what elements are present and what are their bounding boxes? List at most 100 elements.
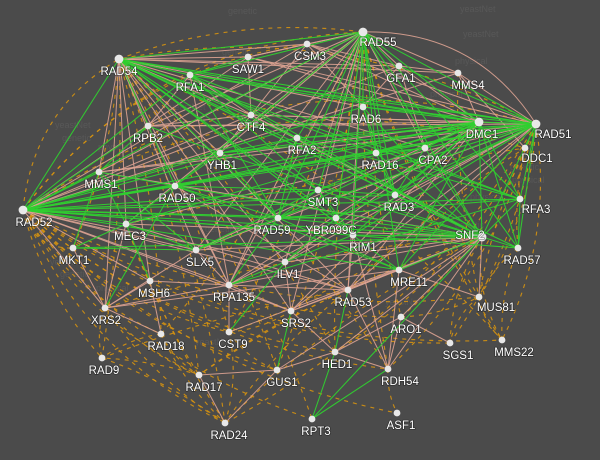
graph-node-label-rad54: RAD54 [100, 66, 138, 78]
graph-edge-orange [501, 123, 542, 341]
graph-edge-salmon [362, 31, 426, 149]
graph-node-rad55[interactable] [358, 27, 368, 37]
graph-node-ilv1[interactable] [281, 258, 289, 266]
graph-edge-salmon [387, 236, 483, 370]
graph-node-rim1[interactable] [349, 231, 357, 239]
graph-node-aro1[interactable] [397, 313, 405, 321]
graph-node-xrs2[interactable] [101, 304, 109, 312]
graph-node-label-hed1: HED1 [322, 359, 353, 371]
graph-edge-salmon [104, 284, 230, 309]
graph-edge-green [118, 58, 354, 236]
graph-edge-orange [449, 123, 537, 344]
graph-node-asf1[interactable] [393, 409, 401, 417]
graph-node-rad53[interactable] [344, 286, 352, 294]
graph-node-rad51[interactable] [531, 119, 541, 129]
graph-node-label-rad16: RAD16 [361, 160, 398, 172]
graph-node-rad16[interactable] [372, 149, 380, 157]
graph-edge-green [118, 58, 537, 125]
graph-node-label-rad17: RAD17 [185, 382, 222, 394]
graph-node-label-rdh54: RDH54 [381, 376, 419, 388]
graph-node-snf2[interactable] [477, 232, 487, 242]
graph-node-rdh54[interactable] [384, 365, 392, 373]
graph-node-ybr099c[interactable] [332, 214, 340, 222]
graph-edge-salmon [352, 234, 389, 370]
graph-node-rfa3[interactable] [516, 195, 524, 203]
graph-edge-salmon [118, 58, 230, 286]
graph-edge-orange [98, 307, 106, 359]
graph-node-csm3[interactable] [303, 40, 311, 48]
graph-edge-green [517, 123, 537, 249]
graph-node-smt3[interactable] [314, 186, 322, 194]
graph-node-ddc1[interactable] [521, 144, 529, 152]
graph-node-hed1[interactable] [331, 348, 339, 356]
graph-node-mec3[interactable] [122, 220, 130, 228]
graph-node-saw1[interactable] [244, 53, 252, 61]
graph-edge-green [72, 223, 127, 249]
graph-node-rad24[interactable] [221, 419, 229, 427]
graph-edge-salmon [334, 236, 483, 353]
graph-node-srs2[interactable] [287, 307, 295, 315]
graph-node-ctf4[interactable] [247, 111, 255, 119]
graph-edge-green [118, 58, 279, 219]
graph-node-mkt1[interactable] [69, 244, 77, 252]
graph-edge-salmon [147, 31, 364, 127]
graph-node-msh6[interactable] [146, 277, 154, 285]
graph-edge-orange [104, 307, 226, 424]
graph-node-rfa1[interactable] [186, 71, 194, 79]
graph-node-label-rad57: RAD57 [503, 255, 540, 267]
graph-node-rpa135[interactable] [225, 281, 233, 289]
graph-node-cpa2[interactable] [421, 144, 429, 152]
graph-edge-green [219, 152, 279, 219]
node-layer[interactable] [18, 27, 541, 427]
graph-node-rad17[interactable] [195, 371, 203, 379]
graph-edge-salmon [478, 236, 483, 298]
graph-node-cst9[interactable] [225, 328, 233, 336]
graph-node-label-rad50: RAD50 [158, 193, 195, 205]
graph-node-rad59[interactable] [274, 214, 282, 222]
graph-node-rad9[interactable] [98, 354, 106, 362]
graph-edge-green [335, 217, 483, 238]
graph-edge-salmon [118, 43, 308, 60]
graph-edge-salmon [284, 236, 483, 263]
graph-node-yhb1[interactable] [216, 149, 224, 157]
graph-edge-salmon [195, 236, 483, 251]
graph-edge-salmon [22, 209, 106, 309]
graph-edge-green [352, 121, 480, 236]
graph-edge-green [98, 171, 127, 225]
graph-edge-green [118, 58, 337, 219]
graph-edge-green [118, 58, 396, 196]
graph-node-label-msh6: MSH6 [138, 288, 170, 300]
graph-node-label-mkt1: MKT1 [59, 255, 90, 267]
graph-node-slx5[interactable] [192, 246, 200, 254]
graph-node-rpb2[interactable] [144, 122, 152, 130]
graph-edge-green [296, 31, 364, 139]
graph-node-mus81[interactable] [475, 293, 483, 301]
graph-node-mms4[interactable] [454, 69, 462, 77]
graph-edge-orange [449, 236, 483, 344]
graph-node-mms1[interactable] [95, 168, 103, 176]
graph-node-gus1[interactable] [273, 366, 281, 374]
graph-node-rfa2[interactable] [293, 134, 301, 142]
graph-edge-green [118, 58, 298, 139]
graph-node-gfa1[interactable] [395, 62, 403, 70]
graph-node-mre11[interactable] [395, 266, 403, 274]
graph-node-rad52[interactable] [18, 205, 28, 215]
graph-node-mms22[interactable] [498, 336, 506, 344]
graph-node-dmc1[interactable] [474, 117, 484, 127]
graph-node-rpt3[interactable] [308, 415, 316, 423]
watermark-text: yeastNet [50, 257, 86, 267]
watermark-layer: genetic yeastNet genetic yeastNet genetic phy… [50, 4, 545, 347]
graph-node-rad57[interactable] [514, 244, 522, 252]
graph-edge-green [22, 58, 120, 211]
graph-node-rad3[interactable] [391, 191, 399, 199]
graph-node-sgs1[interactable] [446, 339, 454, 347]
graph-edge-salmon [149, 280, 230, 286]
graph-node-rad18[interactable] [157, 330, 165, 338]
graph-node-rad6[interactable] [359, 103, 367, 111]
graph-node-rad50[interactable] [171, 182, 179, 190]
watermark-text: genetic [222, 47, 252, 57]
graph-node-rad54[interactable] [114, 54, 124, 64]
graph-edge-salmon [125, 223, 483, 238]
